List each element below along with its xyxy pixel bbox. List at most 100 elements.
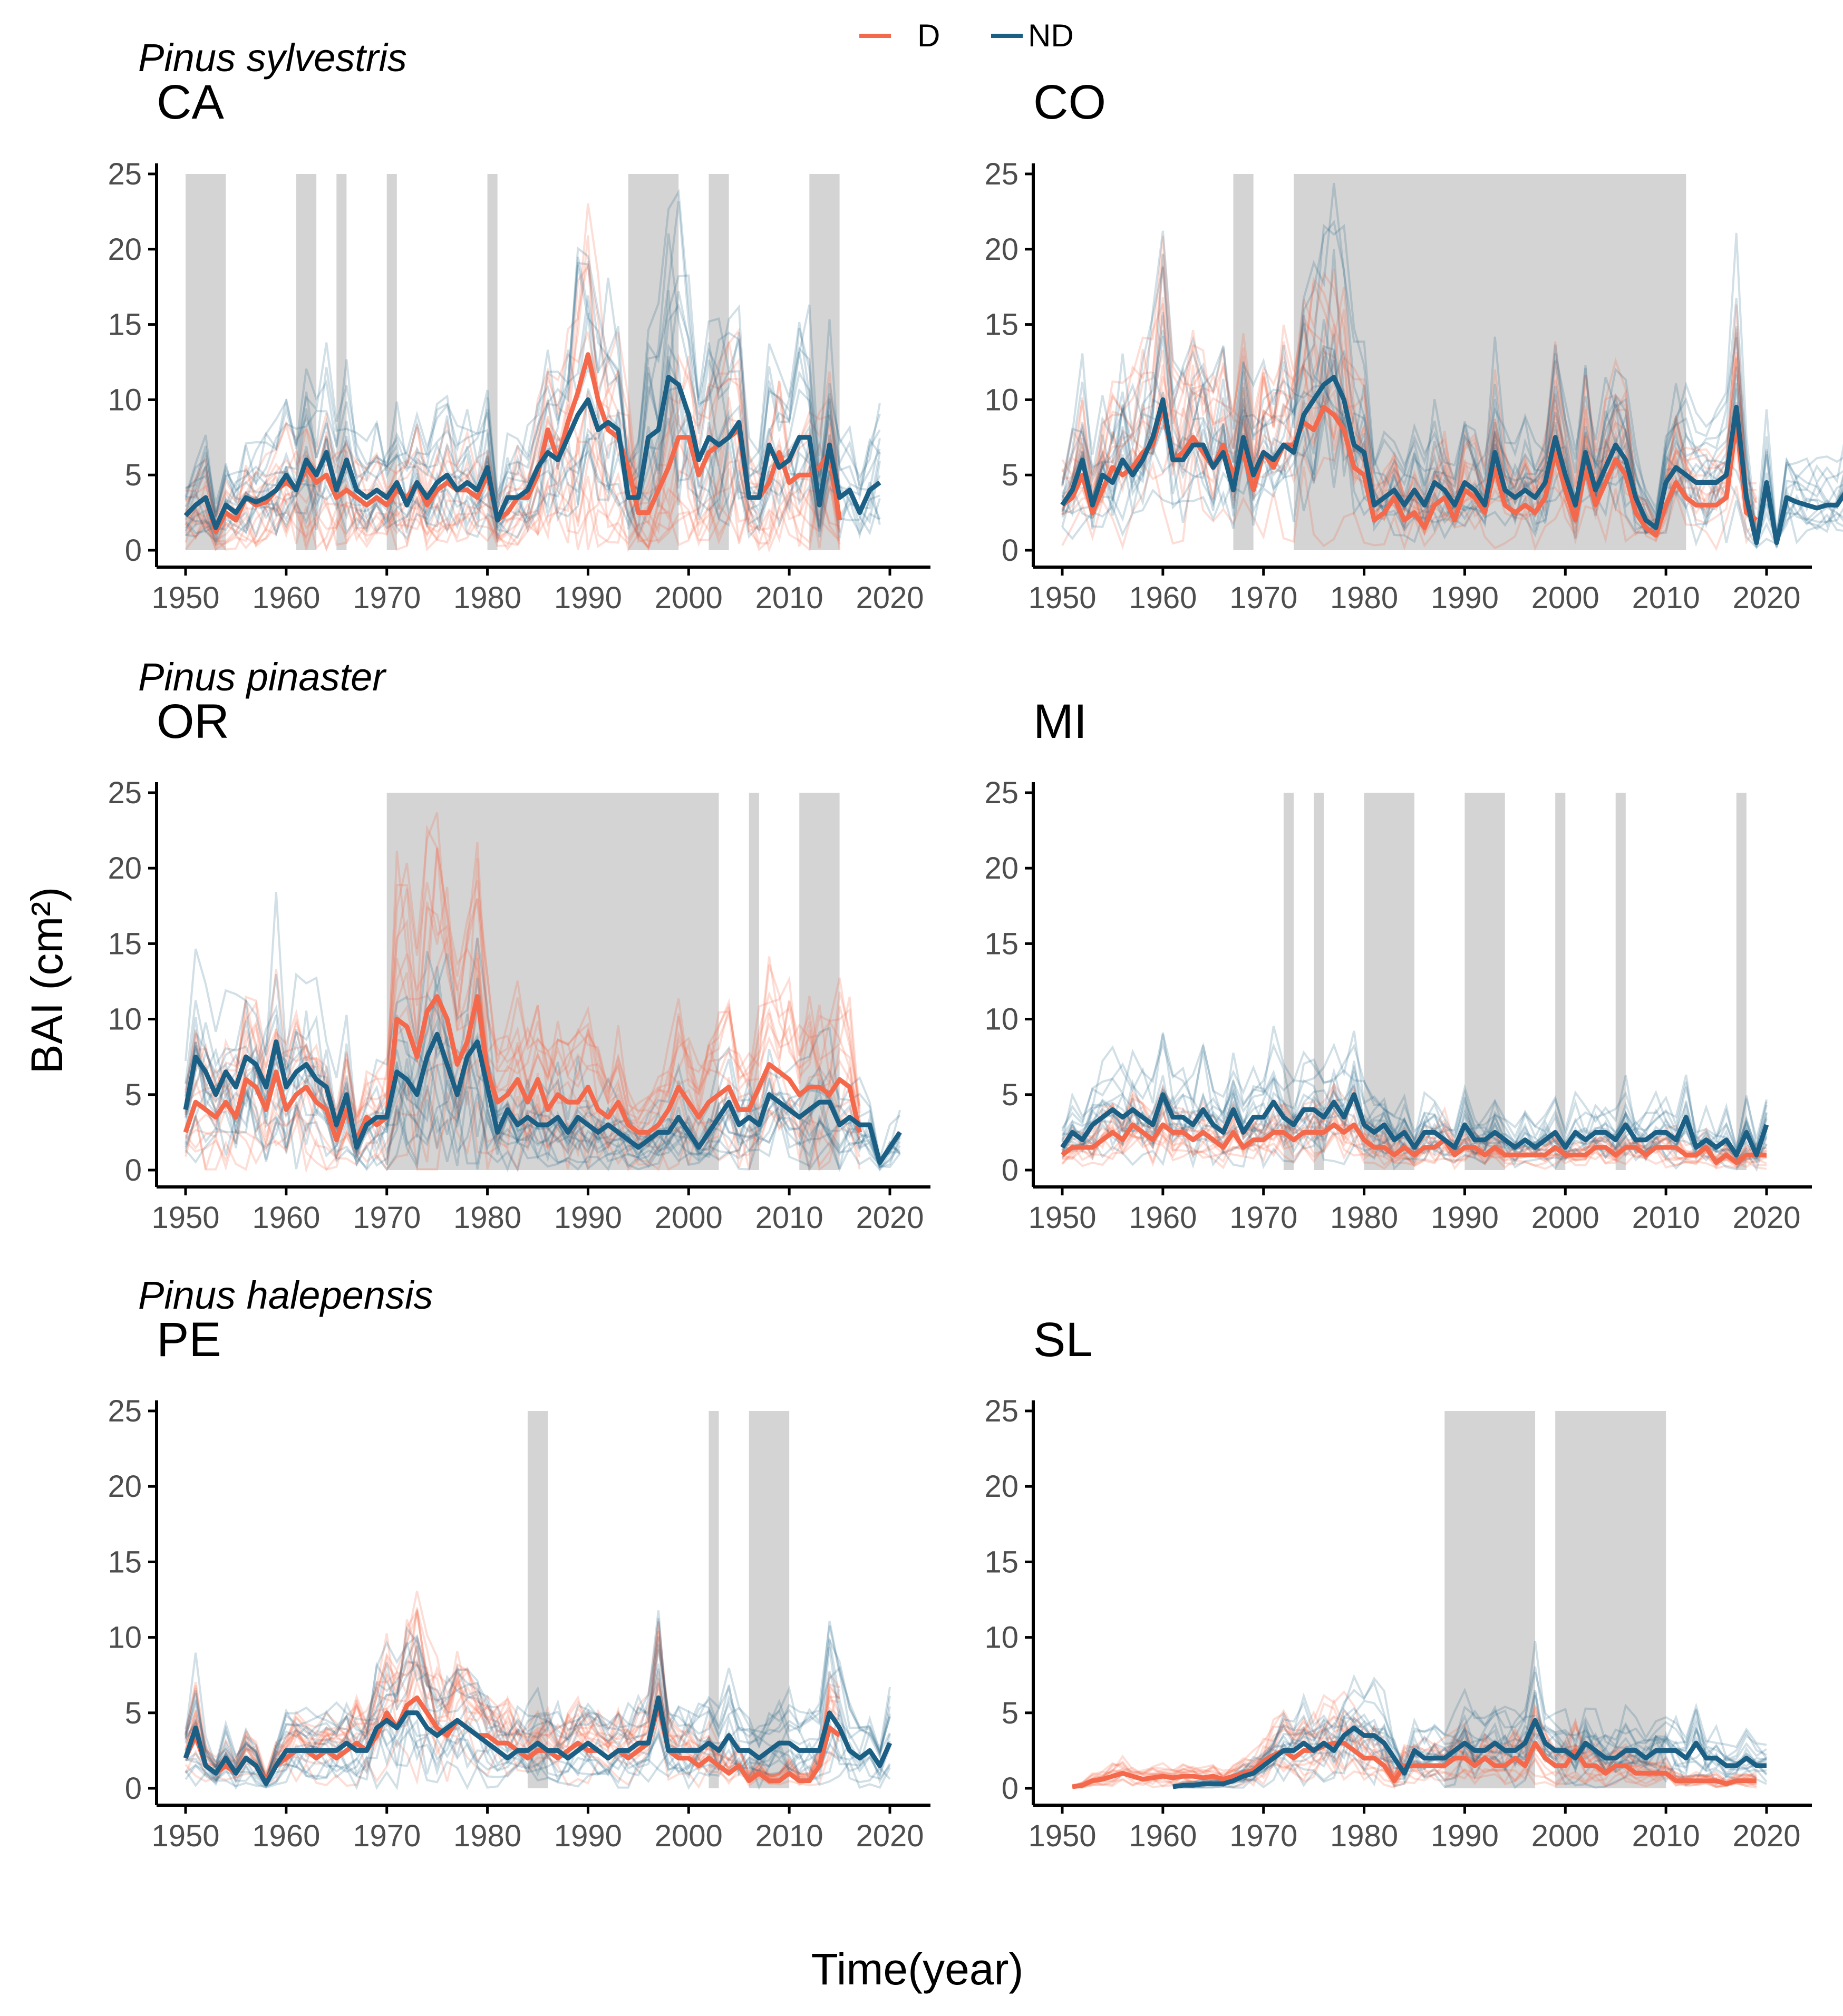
- panel-title: PE: [157, 1313, 221, 1367]
- y-tick-label: 15: [108, 308, 142, 342]
- y-tick-label: 20: [984, 1469, 1018, 1504]
- shaded-period: [487, 174, 498, 550]
- y-tick-label: 25: [984, 157, 1018, 191]
- tree-trace-d: [185, 203, 841, 520]
- x-tick-label: 1950: [1028, 1819, 1096, 1853]
- species-label: Pinus pinaster: [138, 655, 387, 699]
- tree-trace-d: [185, 431, 841, 548]
- panel-title: CA: [157, 75, 224, 129]
- tree-trace-nd: [185, 1077, 901, 1170]
- tree-trace-nd: [1172, 1720, 1767, 1789]
- series-line-d: [1061, 405, 1758, 538]
- panel-sl: 0 5 10 15 20 25 1950 1960 1970 1980 1990 2000 2010 20…: [984, 1313, 1812, 1853]
- tree-trace-d: [1072, 1747, 1757, 1789]
- tree-trace-nd: [185, 1085, 900, 1173]
- tree-trace-d: [185, 812, 861, 1119]
- tree-trace-nd: [185, 1017, 900, 1168]
- x-tick-label: 1960: [1129, 1201, 1197, 1235]
- shaded-period: [1464, 793, 1505, 1170]
- shaded-period: [386, 174, 397, 550]
- tree-trace-nd: [1061, 1034, 1768, 1149]
- tree-trace-nd: [1061, 223, 1843, 535]
- series-line-nd: [183, 1031, 902, 1165]
- x-tick-label: 1980: [1330, 1819, 1398, 1853]
- panel-or: 0 5 10 15 20 25 1950 1960 1970 1980 1990 2000 2010 20…: [108, 655, 930, 1235]
- x-tick-label: 2020: [856, 1819, 924, 1853]
- y-tick-label: 10: [984, 1621, 1018, 1655]
- tree-trace-d: [185, 1065, 861, 1172]
- y-tick-label: 20: [984, 232, 1018, 267]
- x-tick-label: 1980: [1330, 581, 1398, 615]
- y-tick-label: 15: [984, 927, 1018, 961]
- shaded-period: [749, 1411, 790, 1788]
- x-tick-label: 1960: [252, 581, 320, 615]
- x-tick-label: 1970: [353, 581, 421, 615]
- tree-trace-nd: [1172, 1707, 1768, 1788]
- tree-trace-d: [185, 1591, 840, 1778]
- tree-trace-nd: [185, 966, 901, 1164]
- x-tick-label: 1980: [453, 1819, 521, 1853]
- tree-trace-d: [1072, 1710, 1757, 1788]
- tree-trace-nd: [185, 1610, 891, 1786]
- legend-label-d: D: [917, 18, 940, 53]
- y-tick-label: 5: [125, 458, 142, 492]
- shaded-period: [1444, 1411, 1536, 1788]
- y-tick-label: 5: [1002, 1696, 1018, 1730]
- tree-trace-nd: [185, 1045, 901, 1168]
- tree-trace-d: [185, 1610, 841, 1782]
- tree-trace-d: [1072, 1690, 1757, 1787]
- tree-trace-d: [1072, 1709, 1757, 1788]
- tree-trace-d: [1072, 1747, 1757, 1789]
- tree-trace-nd: [185, 201, 881, 519]
- tree-trace-d: [185, 331, 841, 520]
- tree-trace-d: [185, 260, 841, 524]
- y-tick-label: 15: [984, 308, 1018, 342]
- tree-trace-nd: [185, 1718, 891, 1788]
- shaded-period: [709, 174, 729, 550]
- tree-trace-nd: [185, 1626, 891, 1786]
- tree-trace-nd: [1172, 1671, 1767, 1787]
- y-tick-label: 0: [125, 1771, 142, 1806]
- series-line-d: [183, 994, 862, 1143]
- y-tick-label: 0: [1002, 1771, 1018, 1806]
- tree-trace-d: [185, 858, 861, 1133]
- tree-trace-d: [185, 1077, 861, 1174]
- y-tick-label: 10: [108, 1002, 142, 1037]
- tree-trace-nd: [185, 189, 881, 505]
- series-line-nd: [1060, 1092, 1769, 1157]
- x-tick-label: 2010: [755, 1201, 823, 1235]
- tree-trace-d: [185, 448, 841, 553]
- tree-trace-nd: [185, 1618, 891, 1783]
- tree-trace-d: [185, 887, 861, 1129]
- shaded-period: [1364, 793, 1414, 1170]
- shaded-period: [1314, 793, 1324, 1170]
- x-tick-label: 1960: [252, 1201, 320, 1235]
- y-tick-label: 20: [108, 232, 142, 267]
- x-tick-label: 2000: [655, 1819, 723, 1853]
- tree-trace-d: [185, 437, 841, 552]
- x-tick-label: 2000: [655, 581, 723, 615]
- tree-trace-d: [185, 1609, 840, 1780]
- tree-trace-nd: [1172, 1720, 1767, 1788]
- x-tick-label: 1990: [1431, 581, 1499, 615]
- tree-trace-nd: [185, 984, 901, 1167]
- tree-trace-d: [185, 880, 861, 1123]
- tree-trace-d: [1061, 452, 1758, 552]
- y-tick-label: 15: [108, 1545, 142, 1579]
- tree-trace-nd: [185, 1625, 891, 1781]
- tree-trace-d: [1061, 1082, 1767, 1158]
- tree-trace-nd: [1172, 1666, 1768, 1787]
- tree-trace-nd: [1061, 1030, 1768, 1151]
- tree-trace-d: [185, 1644, 840, 1783]
- shaded-period: [386, 793, 719, 1170]
- x-tick-label: 1980: [453, 1201, 521, 1235]
- x-tick-label: 2000: [1531, 1201, 1599, 1235]
- tree-trace-nd: [1061, 387, 1843, 549]
- tree-trace-d: [185, 1607, 840, 1780]
- y-tick-label: 0: [125, 1153, 142, 1187]
- x-tick-label: 1990: [1431, 1201, 1499, 1235]
- shaded-period: [1283, 793, 1294, 1170]
- tree-trace-d: [1072, 1715, 1757, 1788]
- x-tick-label: 1990: [554, 1201, 622, 1235]
